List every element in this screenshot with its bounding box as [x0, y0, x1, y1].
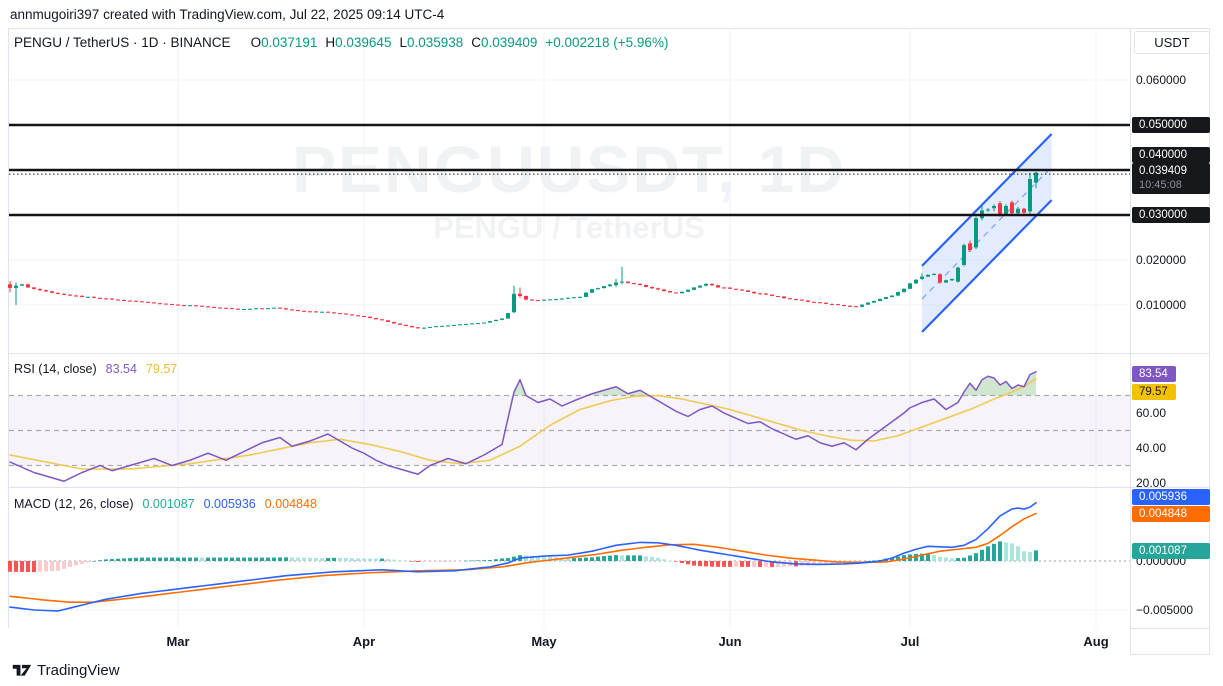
macd-value-badge: 0.001087 [1132, 543, 1210, 559]
macd-line-value: 0.005936 [203, 497, 256, 511]
close-value: 0.039409 [481, 35, 538, 50]
month-label-may: May [531, 634, 557, 649]
month-label-mar: Mar [166, 634, 190, 649]
price-axis-label: 0.020000 [1136, 253, 1187, 267]
price-chart-pane[interactable] [0, 28, 1130, 353]
low-label: L [399, 35, 407, 50]
macd-legend[interactable]: MACD (12, 26, close) 0.001087 0.005936 0… [14, 497, 317, 511]
macd-pane[interactable] [0, 488, 1130, 628]
month-label-aug: Aug [1083, 634, 1109, 649]
macd-axis-label: 0.000000 [1136, 554, 1187, 568]
month-label-jul: Jul [900, 634, 920, 649]
price-level-badge: 0.040000 [1132, 147, 1210, 163]
price-level-badge: 0.030000 [1132, 207, 1210, 223]
macd-legend-title: MACD (12, 26, close) [14, 497, 134, 511]
footer: TradingView [0, 655, 1223, 686]
rsi-pane-separator [8, 353, 1210, 354]
low-value: 0.035938 [406, 35, 464, 50]
rsi-value: 83.54 [105, 362, 137, 376]
price-axis-label: 0.060000 [1136, 73, 1187, 87]
macd-axis-label: −0.005000 [1136, 603, 1194, 617]
macd-hist-value: 0.001087 [142, 497, 195, 511]
rsi-axis-label: 40.00 [1136, 441, 1167, 455]
price-legend[interactable]: PENGU / TetherUS · 1D · BINANCE O 0.03719… [14, 35, 668, 50]
currency-toggle-button[interactable]: USDT [1134, 31, 1210, 54]
month-label-apr: Apr [352, 634, 376, 649]
rsi-pane[interactable] [0, 354, 1130, 486]
high-label: H [325, 35, 336, 50]
time-axis[interactable]: Mar Apr May Jun Jul Aug [8, 628, 1130, 655]
close-label: C [471, 35, 482, 50]
tradingview-brand[interactable]: TradingView [37, 662, 120, 679]
open-label: O [250, 35, 262, 50]
rsi-axis-label: 60.00 [1136, 406, 1167, 420]
axis-separator [1130, 28, 1131, 655]
rsi-value-badge: 79.57 [1132, 384, 1176, 400]
month-label-jun: Jun [718, 634, 742, 649]
symbol-title: PENGU / TetherUS · 1D · BINANCE [14, 35, 231, 50]
rsi-legend[interactable]: RSI (14, close) 83.54 79.57 [14, 362, 177, 376]
macd-pane-separator [8, 487, 1210, 488]
macd-value-badge: 0.004848 [1132, 506, 1210, 522]
macd-signal-value: 0.004848 [264, 497, 317, 511]
rsi-axis-label: 20.00 [1136, 476, 1167, 490]
high-value: 0.039645 [335, 35, 392, 50]
macd-value-badge: 0.005936 [1132, 489, 1210, 505]
price-level-badge: 0.050000 [1132, 117, 1210, 133]
price-axis-label: 0.010000 [1136, 298, 1187, 312]
change-value: +0.002218 (+5.96%) [545, 35, 669, 50]
tradingview-logo-icon[interactable] [12, 662, 32, 680]
attribution-text: annmugoiri397 created with TradingView.c… [10, 7, 445, 22]
rsi-legend-title: RSI (14, close) [14, 362, 97, 376]
rsi-value-badge: 83.54 [1132, 366, 1176, 382]
bar-countdown: 10:45:08 [1139, 179, 1182, 191]
open-value: 0.037191 [261, 35, 318, 50]
last-price-value: 0.039409 [1139, 165, 1187, 177]
last-price-badge: 0.039409 10:45:08 [1132, 163, 1210, 194]
rsi-ma-value: 79.57 [145, 362, 178, 376]
